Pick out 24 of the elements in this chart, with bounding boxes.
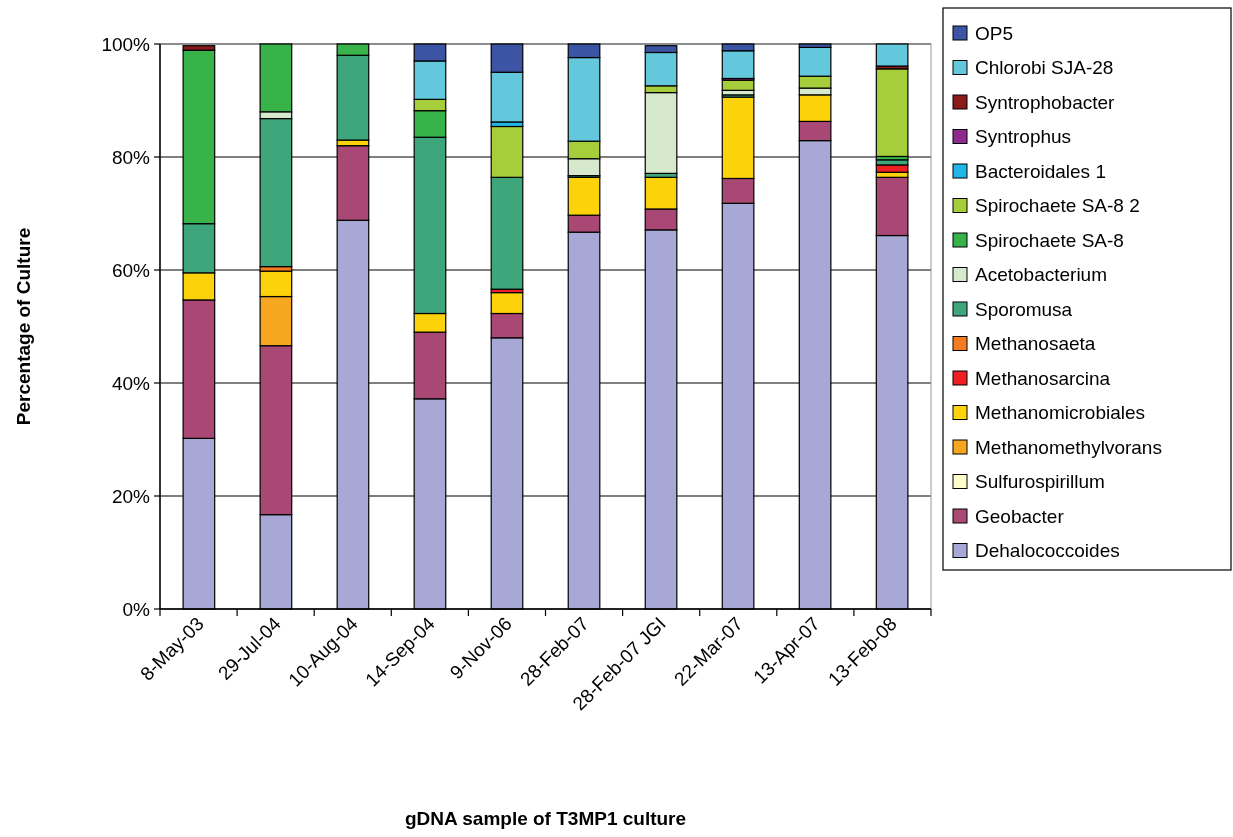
legend-label: Geobacter <box>975 505 1065 527</box>
legend-label: Sporomusa <box>975 298 1073 320</box>
legend-label: Chlorobi SJA-28 <box>975 57 1114 79</box>
y-tick-label: 0% <box>122 598 151 620</box>
legend-label: Methanosarcina <box>975 367 1111 389</box>
y-tick-label: 100% <box>101 33 151 55</box>
legend-label: Methanosaeta <box>975 333 1096 355</box>
y-axis-title: Percentage of Culture <box>13 227 34 426</box>
legend-label: Spirochaete SA-8 2 <box>975 195 1140 217</box>
legend-label: Dehalococcoides <box>975 540 1120 562</box>
legend-label: OP5 <box>975 22 1014 44</box>
legend-label: Syntrophobacter <box>975 91 1116 113</box>
x-axis-title: gDNA sample of T3MP1 culture <box>404 808 687 829</box>
y-tick-label: 80% <box>111 146 151 168</box>
legend-label: Acetobacterium <box>975 264 1108 286</box>
legend-label: Sulfurospirillum <box>975 471 1105 493</box>
y-tick-label: 40% <box>111 372 151 394</box>
y-tick-label: 60% <box>111 259 151 281</box>
legend-label: Syntrophus <box>975 126 1072 148</box>
legend-label: Spirochaete SA-8 <box>975 229 1124 251</box>
legend-label: Methanomicrobiales <box>975 402 1146 424</box>
legend-label: Bacteroidales 1 <box>975 160 1106 182</box>
y-tick-label: 20% <box>111 485 151 507</box>
legend-label: Methanomethylvorans <box>975 436 1162 458</box>
